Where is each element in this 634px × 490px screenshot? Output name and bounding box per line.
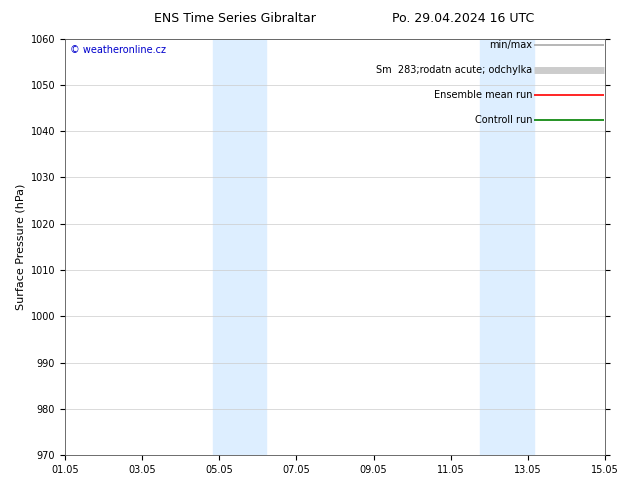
Text: Controll run: Controll run [475, 115, 532, 125]
Y-axis label: Surface Pressure (hPa): Surface Pressure (hPa) [15, 184, 25, 310]
Text: Ensemble mean run: Ensemble mean run [434, 90, 532, 100]
Text: min/max: min/max [489, 40, 532, 50]
Text: Sm  283;rodatn acute; odchylka: Sm 283;rodatn acute; odchylka [376, 65, 532, 75]
Bar [480, 39, 534, 455]
Bar [214, 39, 266, 455]
Text: © weatheronline.cz: © weatheronline.cz [70, 45, 166, 55]
Text: ENS Time Series Gibraltar: ENS Time Series Gibraltar [153, 12, 316, 25]
Text: Po. 29.04.2024 16 UTC: Po. 29.04.2024 16 UTC [392, 12, 534, 25]
